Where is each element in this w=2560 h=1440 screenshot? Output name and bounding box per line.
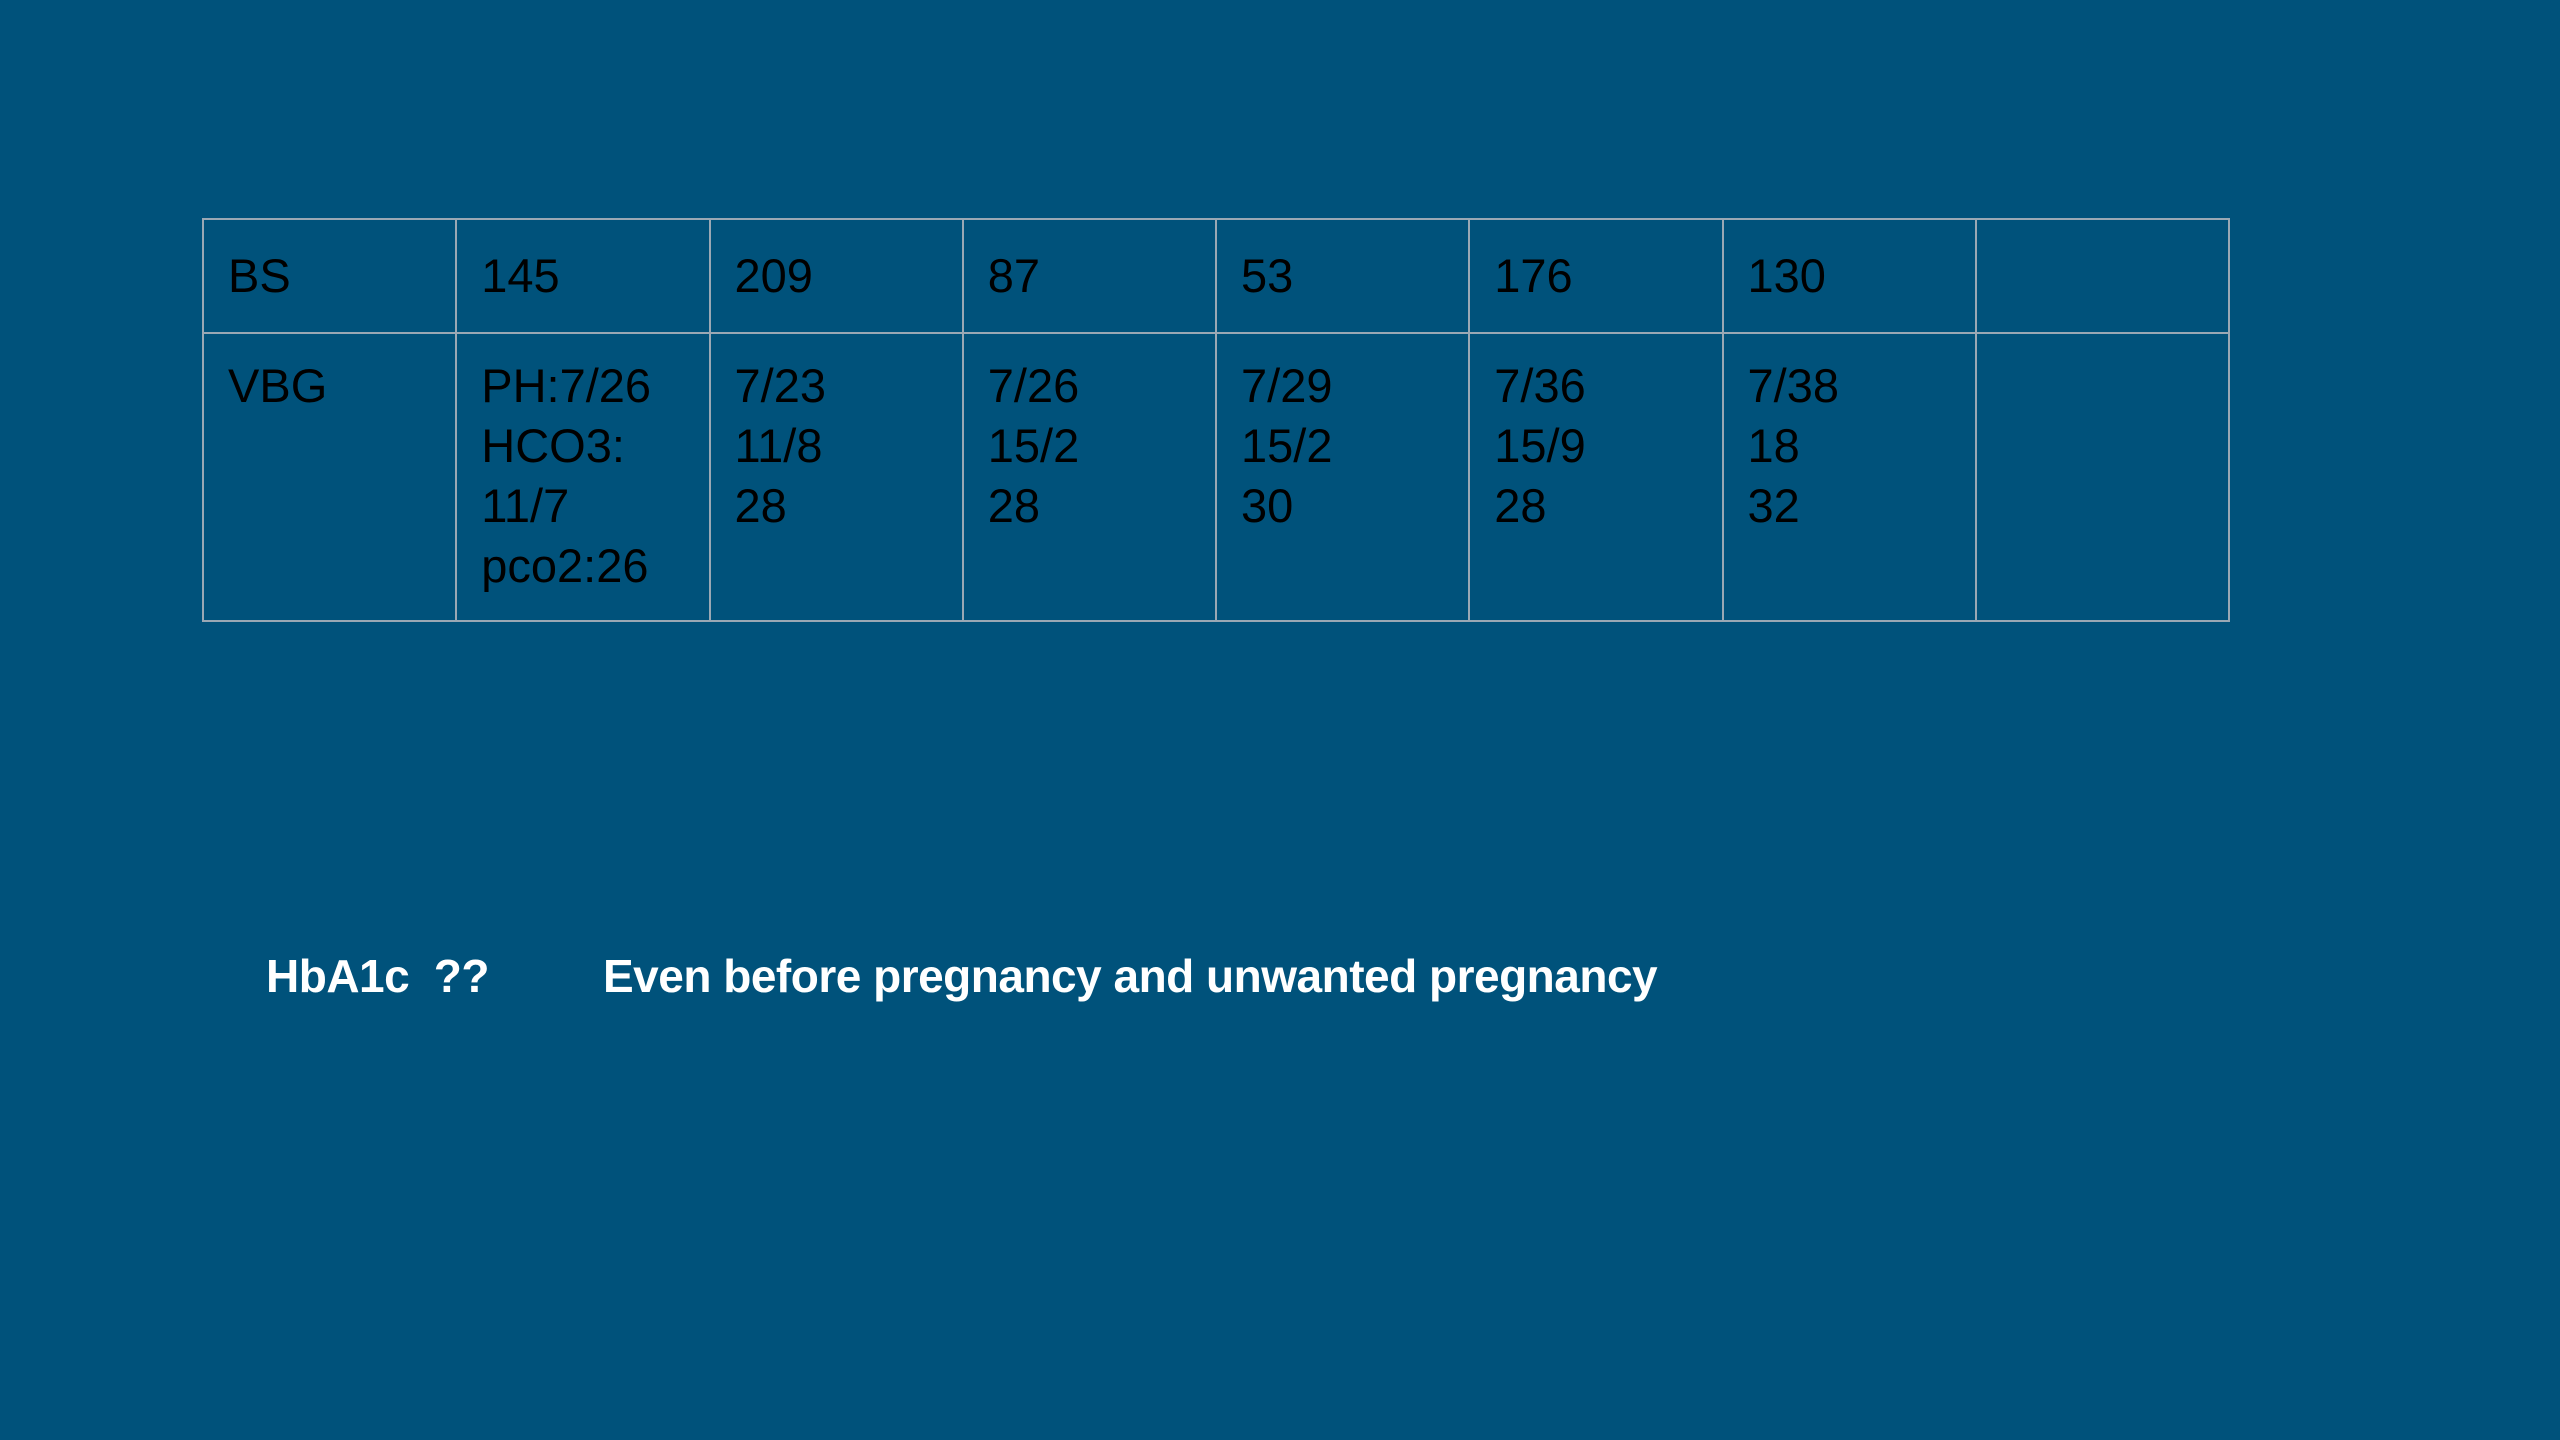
table-cell: 7/23 11/8 28 [708,332,964,622]
row-label-bs: BS [201,218,458,334]
table-cell-empty [1974,332,2231,622]
hba1c-note: HbA1c ?? [266,950,489,1002]
table-cell: 145 [455,218,711,334]
table-cell: 176 [1468,218,1724,334]
table-cell: PH:7/26 HCO3: 11/7 pco2:26 [455,332,711,622]
pregnancy-note: Even before pregnancy and unwanted pregn… [603,950,1658,1002]
table-cell: 87 [961,218,1218,334]
table-cell: 130 [1721,218,1977,334]
lab-results-table: BS 145 209 87 53 176 130 VBG PH:7/26 HCO… [201,218,2231,622]
table-cell-empty [1974,218,2231,334]
table-cell: 7/36 15/9 28 [1468,332,1724,622]
table-cell: 7/29 15/2 30 [1214,332,1471,622]
table-cell: 7/26 15/2 28 [961,332,1218,622]
table-row-vbg: VBG PH:7/26 HCO3: 11/7 pco2:26 7/23 11/8… [201,332,2231,622]
table-cell: 7/38 18 32 [1721,332,1977,622]
row-label-vbg: VBG [201,332,458,622]
table-cell: 209 [708,218,964,334]
table-cell: 53 [1214,218,1471,334]
table-row-bs: BS 145 209 87 53 176 130 [201,218,2231,334]
